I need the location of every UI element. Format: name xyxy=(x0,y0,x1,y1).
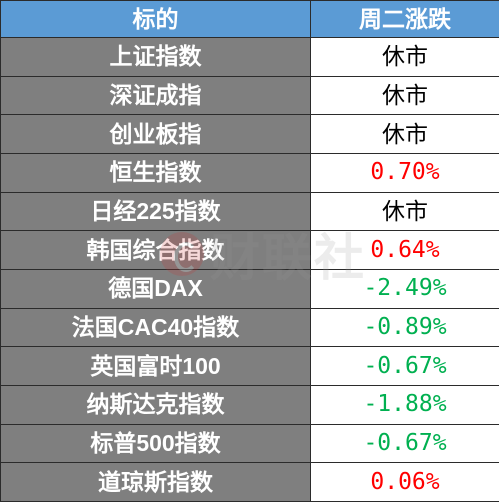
instrument-name: 恒生指数 xyxy=(0,152,311,193)
instrument-name: 英国富时100 xyxy=(0,346,311,386)
change-value: 休市 xyxy=(310,75,499,116)
change-value: 休市 xyxy=(310,37,499,77)
instrument-name: 纳斯达克指数 xyxy=(0,384,311,425)
table-row: 恒生指数 0.70% xyxy=(0,152,499,193)
change-value: -0.89% xyxy=(310,307,499,348)
table-row: 上证指数 休市 xyxy=(0,37,499,77)
change-value: -1.88% xyxy=(310,384,499,425)
instrument-name: 德国DAX xyxy=(0,268,311,309)
instrument-name: 韩国综合指数 xyxy=(0,230,311,270)
instrument-name: 标普500指数 xyxy=(0,423,311,464)
table-row: 标普500指数 -0.67% xyxy=(0,423,499,464)
header-instrument: 标的 xyxy=(0,0,311,38)
instrument-name: 创业板指 xyxy=(0,114,311,154)
instrument-name: 上证指数 xyxy=(0,37,311,77)
table-row: 法国CAC40指数 -0.89% xyxy=(0,307,499,348)
instrument-name: 道琼斯指数 xyxy=(0,462,311,502)
change-value: 休市 xyxy=(310,114,499,154)
change-value: -0.67% xyxy=(310,346,499,386)
table-row: 德国DAX -2.49% xyxy=(0,268,499,309)
instrument-name: 法国CAC40指数 xyxy=(0,307,311,348)
change-value: 0.70% xyxy=(310,152,499,193)
table-body: 上证指数 休市 深证成指 休市 创业板指 休市 恒生指数 0.70% 日经225指数 休市 韩国综合… xyxy=(0,37,499,502)
table-row: 英国富时100 -0.67% xyxy=(0,346,499,386)
change-value: 0.06% xyxy=(310,462,499,502)
table-row: 道琼斯指数 0.06% xyxy=(0,462,499,502)
table-row: 纳斯达克指数 -1.88% xyxy=(0,384,499,425)
change-value: 0.64% xyxy=(310,230,499,270)
change-value: 休市 xyxy=(310,191,499,232)
instrument-name: 深证成指 xyxy=(0,75,311,116)
instrument-name: 日经225指数 xyxy=(0,191,311,232)
table-row: 创业板指 休市 xyxy=(0,114,499,154)
table-header-row: 标的 周二涨跌 xyxy=(0,0,499,38)
table-row: 日经225指数 休市 xyxy=(0,191,499,232)
header-tuesday-change: 周二涨跌 xyxy=(310,0,499,38)
change-value: -0.67% xyxy=(310,423,499,464)
change-value: -2.49% xyxy=(310,268,499,309)
table-row: 韩国综合指数 0.64% xyxy=(0,230,499,270)
table-row: 深证成指 休市 xyxy=(0,75,499,116)
